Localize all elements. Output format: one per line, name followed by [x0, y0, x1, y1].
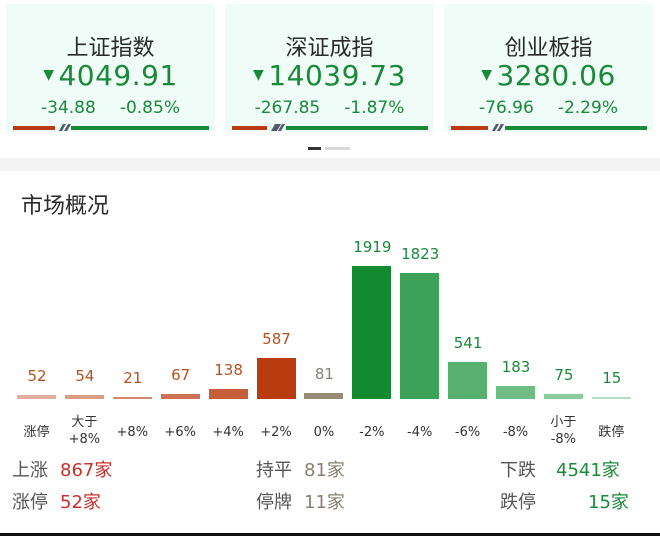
bar-value-label: 21	[123, 369, 143, 387]
index-price: ▼ 4049.91	[43, 59, 178, 92]
bar-value-label: 75	[554, 366, 574, 384]
bar-value-label: 1823	[401, 245, 440, 263]
chart-bar-group[interactable]: 138 +4%	[208, 230, 248, 445]
chart-bar-group[interactable]: 54 大于 +8%	[64, 230, 104, 447]
bar-category-label: -8%	[502, 425, 529, 440]
pager-dot[interactable]	[325, 147, 350, 150]
updown-ratio-bar	[451, 124, 647, 131]
chart-bar-group[interactable]: 1823 -4%	[400, 230, 439, 445]
bar-category-label: +6%	[164, 425, 196, 440]
chart-bar-group[interactable]: 587 +2%	[256, 230, 296, 445]
chart-bar-group[interactable]: 75 小于 -8%	[543, 230, 583, 447]
down-triangle-icon: ▼	[481, 67, 493, 83]
pager-dot-active[interactable]	[308, 147, 321, 150]
bar-value-label: 541	[453, 334, 483, 352]
chart-bar-group[interactable]: 1919 -2%	[352, 230, 391, 445]
index-change: -76.96 -2.29%	[479, 98, 618, 118]
chart-bar-group[interactable]: 52 涨停	[17, 230, 56, 445]
chart-bar	[448, 362, 488, 399]
chart-bar	[208, 389, 248, 399]
bar-category-label: +8%	[116, 425, 149, 440]
stat-down: 下跌 4541家	[500, 460, 620, 481]
chart-bar	[64, 395, 104, 399]
chart-bar	[160, 394, 200, 399]
stat-up: 上涨 867家	[12, 460, 113, 481]
index-card-sh[interactable]: 上证指数 ▼ 4049.91 -34.88 -0.85%	[6, 4, 215, 132]
chart-bar	[352, 266, 392, 399]
bar-value-label: 138	[214, 361, 243, 379]
index-change: -34.88 -0.85%	[41, 98, 180, 118]
updown-ratio-bar	[232, 124, 428, 131]
chart-bar-group[interactable]: 15 跌停	[591, 230, 631, 445]
bar-value-label: 81	[314, 365, 334, 383]
chart-bar-group[interactable]: 21 +8%	[112, 230, 152, 445]
chart-bar	[400, 273, 440, 399]
chart-bar	[112, 397, 152, 399]
bar-value-label: 54	[75, 367, 95, 385]
bottom-edge	[0, 533, 660, 536]
bar-value-label: 15	[602, 369, 622, 387]
section-title: 市场概况	[21, 194, 110, 219]
bar-value-label: 1919	[353, 238, 392, 256]
index-price: ▼ 3280.06	[481, 59, 616, 92]
bar-value-label: 183	[501, 358, 531, 376]
index-price: ▼ 14039.73	[253, 59, 406, 92]
stat-flat: 持平 81家	[256, 460, 345, 481]
bar-category-label: 小于 -8%	[550, 415, 577, 447]
bar-category-label: +4%	[212, 425, 244, 440]
index-change: -267.85 -1.87%	[254, 98, 405, 118]
chart-bar	[256, 358, 296, 399]
bar-value-label: 587	[262, 330, 291, 348]
bar-value-label: 52	[27, 367, 47, 385]
bar-category-label: -6%	[454, 425, 481, 440]
bar-category-label: 涨停	[23, 425, 50, 440]
index-cards: 上证指数 ▼ 4049.91 -34.88 -0.85% 深证成指 ▼ 14039.7…	[0, 0, 660, 140]
index-name: 创业板指	[504, 36, 593, 61]
down-triangle-icon: ▼	[253, 67, 265, 83]
chart-bar-group[interactable]: 67 +6%	[160, 230, 200, 445]
chart-bar	[17, 395, 56, 399]
bar-category-label: -2%	[359, 425, 385, 440]
stat-limit-up: 涨停 52家	[12, 492, 101, 513]
index-card-cyb[interactable]: 创业板指 ▼ 3280.06 -76.96 -2.29%	[444, 4, 653, 132]
chart-bar	[304, 393, 344, 399]
chart-bar	[496, 386, 535, 399]
stat-suspended: 停牌 11家	[256, 492, 345, 513]
bar-category-label: 跌停	[598, 425, 625, 440]
stat-limit-down: 跌停 15家	[500, 492, 629, 513]
chart-bar-group[interactable]: 81 0%	[304, 230, 344, 445]
index-name: 上证指数	[66, 36, 155, 61]
bar-category-label: 大于 +8%	[68, 415, 101, 447]
bar-category-label: +2%	[260, 425, 292, 440]
updown-ratio-bar	[13, 124, 209, 131]
index-card-sz[interactable]: 深证成指 ▼ 14039.73 -267.85 -1.87%	[225, 4, 434, 132]
distribution-chart: 52 涨停 54 大于 +8% 21 +8% 67 +6% 138 +4% 587 +2% 81 0% 191…	[0, 230, 660, 447]
chart-bar-group[interactable]: 183 -8%	[496, 230, 535, 445]
bar-category-label: -4%	[407, 425, 433, 440]
down-triangle-icon: ▼	[43, 67, 55, 83]
chart-bar	[591, 397, 631, 399]
bar-value-label: 67	[171, 366, 191, 384]
chart-bar	[543, 394, 583, 399]
bar-category-label: 0%	[313, 425, 335, 440]
chart-bar-group[interactable]: 541 -6%	[448, 230, 488, 445]
index-name: 深证成指	[285, 36, 374, 61]
section-divider	[0, 158, 660, 171]
